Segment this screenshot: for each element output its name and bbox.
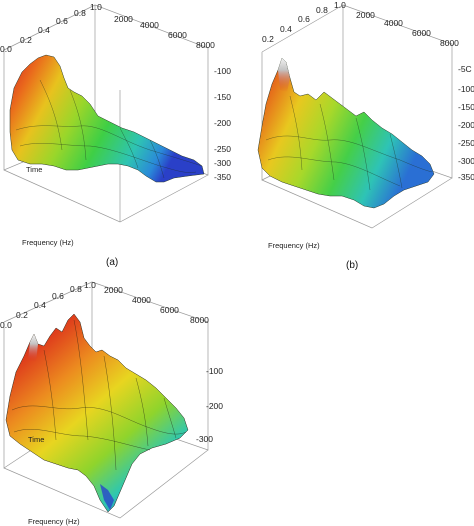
panel-b-y-tick: 0.6 [298, 14, 310, 24]
panel-a-x-tick: 6000 [168, 30, 187, 40]
panel-c-x-tick: 2000 [104, 285, 123, 295]
panel-a-z-tick: -250 [214, 144, 231, 154]
panel-c-y-tick: 0.6 [52, 291, 64, 301]
panel-b-z-tick: -300 [458, 156, 474, 166]
panel-a-z-tick: -200 [214, 118, 231, 128]
panel-c-y-tick: 0.0 [0, 320, 12, 330]
panel-b-peak-highlight [278, 58, 290, 92]
panel-a-y-tick: 0.4 [38, 25, 50, 35]
panel-c-peak-highlight [28, 334, 38, 362]
panel-c-y-tick: 0.8 [70, 284, 82, 294]
panel-a: 2000 4000 6000 8000 0.0 0.2 0.4 0.6 0.8 … [0, 2, 231, 268]
panel-c-x-tick: 8000 [190, 315, 209, 325]
panel-b-z-tick: -150 [458, 102, 474, 112]
panel-c-ridges [11, 319, 187, 471]
panel-b-z-tick: -350 [458, 172, 474, 182]
panel-b-ridges [265, 95, 433, 191]
panel-b-z-tick: -100 [458, 84, 474, 94]
panel-a-z-tick: -150 [214, 92, 231, 102]
panel-b-y-tick: 1.0 [334, 0, 346, 10]
panel-b: 2000 4000 6000 8000 0.2 0.4 0.6 0.8 1.0 … [257, 0, 474, 271]
panel-b-z-tick: -250 [458, 138, 474, 148]
panel-a-z-tick: -300 [214, 158, 231, 168]
panel-a-surface [9, 54, 205, 183]
panel-c-z-tick: -100 [206, 366, 223, 376]
panel-b-label: (b) [346, 260, 358, 271]
panel-a-y-tick: 0.2 [20, 35, 32, 45]
panel-c-x-tick: 6000 [160, 305, 179, 315]
panel-a-z-tick: -350 [214, 172, 231, 182]
panel-a-z-tick: -100 [214, 66, 231, 76]
panel-b-z-tick: -200 [458, 120, 474, 130]
panel-a-label: (a) [106, 257, 118, 268]
panel-c-y-tick: 1.0 [84, 280, 96, 290]
panel-c-xlabel: Frequency (Hz) [28, 517, 80, 526]
panel-c: 2000 4000 6000 8000 0.0 0.2 0.4 0.6 0.8 … [0, 280, 223, 526]
panel-c-trough [100, 484, 114, 510]
panel-a-y-tick: 0.6 [56, 16, 68, 26]
panel-c-y-tick: 0.2 [16, 310, 28, 320]
panel-c-y-tick: 0.4 [34, 300, 46, 310]
panel-c-ylabel: Time [28, 435, 44, 444]
panel-b-y-tick: 0.4 [280, 24, 292, 34]
panel-c-surface [5, 313, 189, 513]
panel-c-z-tick: -300 [196, 434, 213, 444]
panel-b-z-tick: -5C [458, 64, 472, 74]
panel-a-x-tick: 2000 [114, 14, 133, 24]
panel-a-y-tick: 0.8 [74, 8, 86, 18]
panel-a-y-tick: 1.0 [90, 2, 102, 12]
panel-a-ridges [15, 79, 203, 179]
panel-b-y-tick: 0.8 [316, 5, 328, 15]
panel-a-x-tick: 4000 [140, 20, 159, 30]
panel-c-x-tick: 4000 [132, 295, 151, 305]
panel-b-xlabel: Frequency (Hz) [268, 241, 320, 250]
panel-a-ylabel: Time [26, 165, 42, 174]
panel-a-x-tick: 8000 [196, 40, 215, 50]
panel-b-x-tick: 2000 [356, 10, 375, 20]
panel-b-x-tick: 6000 [412, 28, 431, 38]
panel-c-z-tick: -200 [206, 401, 223, 411]
panel-b-x-tick: 4000 [384, 18, 403, 28]
panel-a-xlabel: Frequency (Hz) [22, 238, 74, 247]
panel-b-x-tick: 8000 [440, 38, 459, 48]
panel-b-y-tick: 0.2 [262, 34, 274, 44]
panel-a-y-tick: 0.0 [0, 44, 12, 54]
